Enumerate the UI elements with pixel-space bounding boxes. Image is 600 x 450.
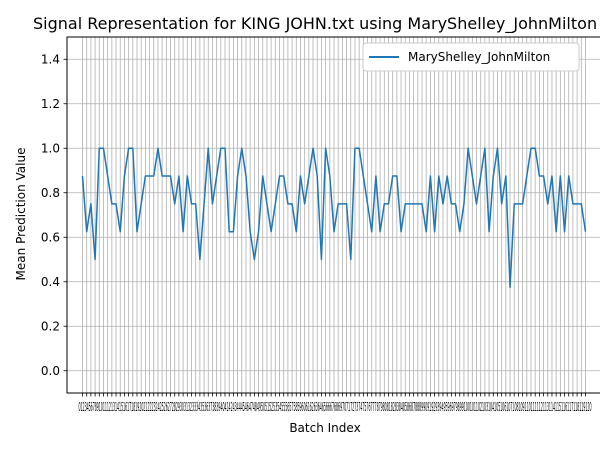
y-gridlines: [67, 58, 600, 372]
x-tick-labels: 0123456789101112131415161718192021222324…: [79, 400, 592, 414]
y-tick-label: 0.2: [41, 319, 60, 333]
x-ticks: 0123456789101112131415161718192021222324…: [79, 393, 592, 414]
series-line: [81, 147, 587, 289]
x-axis-label: Batch Index: [289, 421, 360, 435]
series-layer: [81, 147, 587, 289]
y-axis-label: Mean Prediction Value: [14, 148, 28, 281]
y-tick-label: 1.4: [41, 52, 60, 66]
x-gridlines: [82, 37, 586, 393]
legend: MaryShelley_JohnMilton: [362, 42, 580, 72]
plot-frame: [66, 36, 600, 394]
legend-label: MaryShelley_JohnMilton: [408, 50, 550, 64]
chart-title: Signal Representation for KING JOHN.txt …: [33, 14, 597, 34]
y-tick-label: 1.2: [41, 97, 60, 111]
y-ticks: 0.0 0.2 0.4 0.6 0.8 1.0 1.2 1.4: [41, 52, 67, 378]
y-tick-label: 0.4: [41, 275, 60, 289]
y-tick-label: 0.6: [41, 230, 60, 244]
y-tick-label: 1.0: [41, 141, 60, 155]
y-tick-label: 0.8: [41, 186, 60, 200]
legend-box: [362, 42, 580, 72]
y-tick-label: 0.0: [41, 364, 60, 378]
